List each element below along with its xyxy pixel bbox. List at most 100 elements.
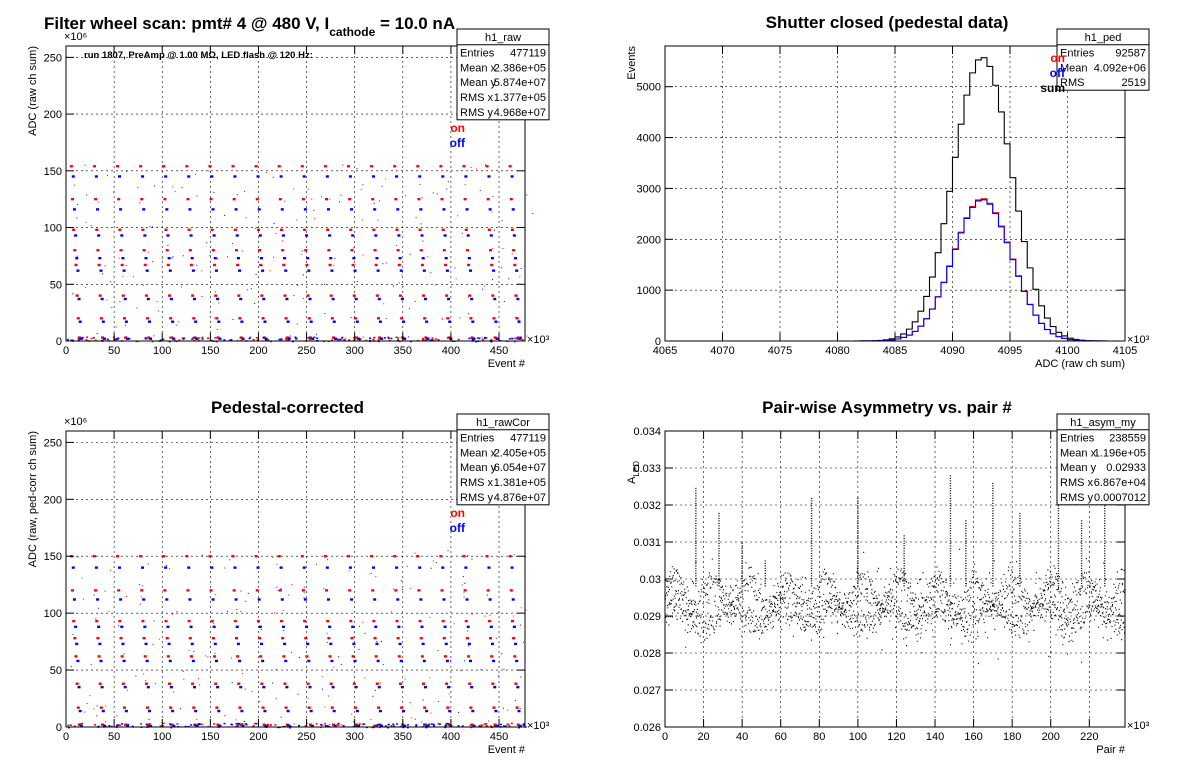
marker-on	[94, 339, 97, 342]
marker-on	[232, 197, 236, 201]
marker-on	[405, 194, 407, 196]
marker-off	[301, 250, 303, 252]
marker-off	[195, 724, 199, 728]
marker-off	[494, 320, 498, 323]
y-axis-label: ALED	[626, 461, 641, 484]
x-tick-label: 200	[249, 731, 267, 743]
marker-on	[464, 184, 466, 186]
marker-on	[237, 682, 241, 685]
marker-off	[303, 598, 307, 601]
y-tick-label: 100	[44, 608, 62, 620]
marker-off	[306, 256, 310, 260]
marker-on	[379, 682, 381, 684]
marker-off	[201, 554, 203, 556]
marker-off	[230, 723, 233, 726]
marker-off	[520, 676, 522, 678]
marker-on	[348, 197, 352, 201]
marker-off	[334, 321, 336, 323]
marker-on	[139, 165, 143, 168]
marker-off	[399, 659, 403, 663]
marker-on	[471, 613, 473, 615]
marker-on	[141, 228, 145, 232]
marker-off	[495, 724, 499, 728]
x-tick-label: 4070	[710, 345, 734, 357]
legend-off: off	[1050, 66, 1066, 80]
marker-on	[231, 555, 235, 558]
marker-on	[305, 263, 309, 267]
marker-on	[97, 263, 101, 267]
marker-on	[467, 655, 471, 658]
y-tick-label: 200	[44, 109, 62, 121]
marker-off	[447, 722, 450, 725]
marker-on	[201, 336, 204, 339]
marker-on	[419, 183, 421, 185]
marker-on	[284, 200, 286, 202]
marker-off	[144, 337, 147, 340]
marker-on	[373, 336, 376, 339]
marker-off	[124, 324, 126, 326]
x-tick-label: 0	[63, 731, 69, 743]
marker-off	[216, 685, 220, 689]
marker-on	[427, 256, 429, 258]
marker-on	[316, 563, 318, 565]
marker-off	[443, 234, 447, 237]
marker-on	[513, 263, 517, 267]
marker-off	[464, 175, 468, 178]
marker-off	[400, 297, 404, 301]
marker-off	[458, 711, 460, 713]
marker-off	[297, 693, 299, 695]
marker-on	[185, 555, 189, 558]
marker-on	[280, 228, 284, 232]
x-tick-label: 300	[345, 345, 363, 357]
marker-off	[254, 303, 256, 305]
marker-on	[105, 705, 107, 707]
marker-on	[144, 682, 148, 685]
marker-on	[98, 682, 102, 685]
marker-on	[387, 337, 390, 340]
marker-off	[121, 642, 125, 646]
x-tick-label: 4085	[883, 345, 907, 357]
marker-off	[422, 659, 426, 663]
marker-on	[467, 296, 469, 298]
marker-off	[328, 625, 332, 629]
marker-on	[491, 211, 493, 213]
marker-on	[120, 655, 124, 658]
marker-on	[291, 652, 293, 654]
x-tick-label: 140	[926, 731, 944, 743]
marker-off	[515, 269, 519, 272]
marker-on	[233, 228, 237, 232]
chart-p2: 4065 4070 4075 4080 4085 4090 4095 4100 4105 0 100…	[626, 13, 1150, 370]
marker-off	[376, 269, 380, 272]
marker-on	[487, 228, 491, 232]
stats-label: Mean x	[1060, 447, 1097, 459]
marker-on	[254, 227, 256, 229]
x-tick-label: 4065	[653, 345, 677, 357]
axes: 0 50 100 150 200 250 300 350 400 450 0 50 100 150 200 2…	[44, 431, 525, 743]
marker-off	[197, 723, 200, 726]
stats-value: 6.054e+07	[494, 462, 546, 474]
marker-off	[308, 336, 311, 339]
marker-off	[196, 264, 198, 266]
marker-off	[151, 226, 153, 228]
marker-on	[516, 723, 520, 726]
marker-off	[307, 269, 311, 272]
marker-off	[152, 261, 154, 263]
marker-off	[167, 625, 169, 627]
marker-on	[507, 709, 509, 711]
marker-off	[444, 256, 448, 260]
marker-off	[108, 724, 111, 727]
marker-on	[210, 228, 214, 232]
marker-off	[223, 722, 226, 725]
marker-on	[71, 197, 75, 201]
marker-on	[465, 249, 469, 252]
marker-off	[432, 192, 434, 194]
legend-sum: sum	[1040, 81, 1065, 95]
marker-off	[461, 725, 464, 727]
marker-off	[496, 337, 499, 340]
marker-off	[468, 645, 470, 647]
data-layer	[66, 164, 534, 343]
marker-off	[193, 650, 195, 652]
marker-on	[490, 655, 494, 658]
marker-on	[256, 339, 259, 341]
marker-off	[93, 594, 95, 596]
